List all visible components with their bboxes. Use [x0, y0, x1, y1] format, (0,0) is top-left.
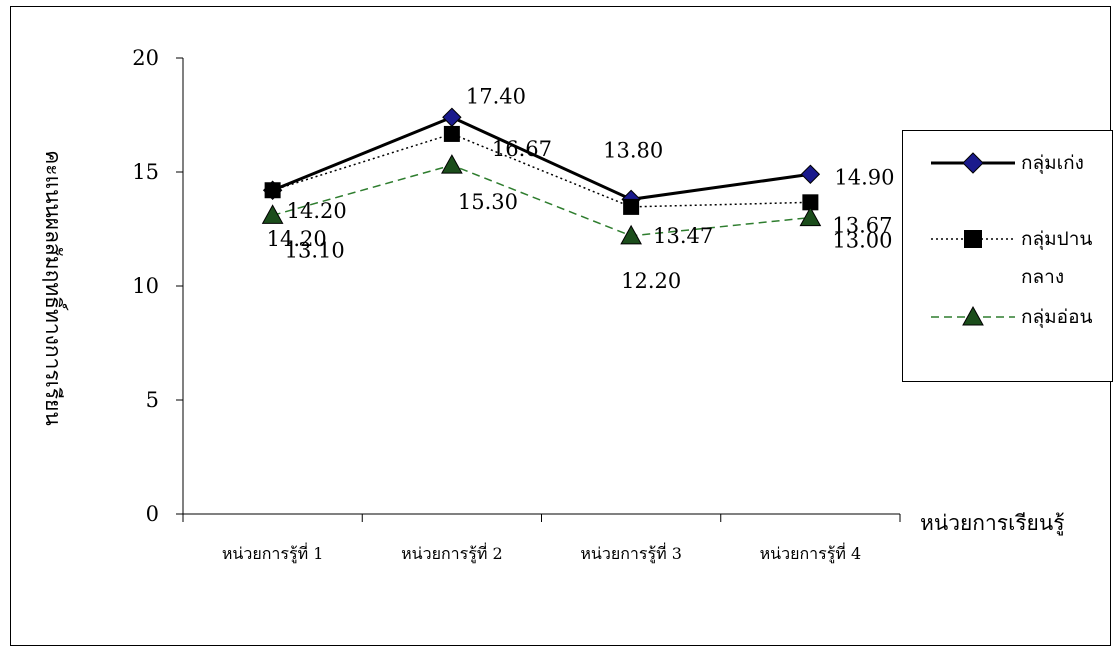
legend-sample-weak [931, 305, 1015, 326]
marker-strong-4 [800, 164, 821, 184]
series-line-medium [272, 133, 811, 208]
marker-medium-4 [802, 194, 819, 211]
data-label-medium-2: 16.67 [492, 137, 552, 161]
legend-sample-strong [931, 152, 1015, 174]
legend-entry-strong: กลุ่มเก่ง [903, 145, 1113, 185]
data-label-medium-3: 13.47 [653, 224, 713, 248]
y-tick-label: 0 [146, 502, 159, 526]
data-label-strong-1: 14.20 [267, 227, 327, 251]
x-axis-title: หน่วยการเรียนรู้ [920, 511, 1064, 536]
data-label-weak-3: 12.20 [621, 269, 681, 293]
y-axis-title: คะแนนผลสัมฤทธิ์ทางการเรียน [41, 150, 69, 426]
series-lines [272, 115, 811, 237]
x-tick-label: หน่วยการรู้ที่ 4 [760, 542, 862, 564]
axes: 0 5 10 15 20 หน่วยการรู้ที่ 1 หน่วยการรู้ที่ 2… [132, 46, 901, 564]
legend-entry-medium: กลุ่มปาน กลาง [903, 221, 1113, 288]
y-tick-label: 10 [132, 274, 159, 298]
legend-entry-weak: กลุ่มอ่อน [903, 299, 1113, 339]
markers [261, 107, 822, 245]
y-tick-label: 15 [132, 160, 159, 184]
marker-weak-4 [799, 206, 822, 227]
y-tick-label: 20 [132, 46, 159, 70]
data-label-weak-2: 15.30 [458, 190, 518, 214]
marker-strong-2 [442, 107, 462, 127]
data-label-medium-1: 14.20 [287, 199, 347, 223]
legend-label-weak: กลุ่มอ่อน [1021, 306, 1093, 328]
data-label-weak-1: 13.10 [285, 238, 345, 262]
legend-label-medium-line2: กลาง [1021, 266, 1065, 288]
marker-medium-2 [443, 125, 460, 142]
legend-label-medium-line1: กลุ่มปาน [1021, 228, 1093, 250]
y-tick-label: 5 [146, 388, 159, 412]
series-line-weak [272, 164, 811, 237]
data-label-strong-2: 17.40 [466, 84, 526, 108]
marker-medium-3 [623, 198, 640, 215]
data-labels: 14.20 17.40 13.80 14.90 14.20 16.67 13.47 13.67… [267, 84, 895, 293]
marker-medium-1 [264, 182, 281, 199]
marker-weak-3 [620, 224, 642, 245]
data-label-strong-4: 14.90 [834, 165, 894, 189]
series-line-strong [272, 115, 811, 201]
marker-weak-1 [261, 204, 284, 224]
x-tick-label: หน่วยการรู้ที่ 1 [222, 542, 324, 564]
x-tick-label: หน่วยการรู้ที่ 3 [580, 542, 682, 564]
marker-weak-2 [441, 154, 463, 174]
legend-label-strong: กลุ่มเก่ง [1021, 152, 1084, 174]
legend: กลุ่มเก่ง กลุ่มปาน กลาง กลุ่มอ่อน [902, 130, 1113, 382]
legend-sample-medium [931, 230, 1015, 248]
data-label-strong-3: 13.80 [603, 138, 663, 162]
data-label-weak-4: 13.00 [832, 229, 892, 253]
line-chart: 0 5 10 15 20 หน่วยการรู้ที่ 1 หน่วยการรู้ที่ 2… [41, 46, 1064, 564]
x-tick-label: หน่วยการรู้ที่ 2 [401, 542, 503, 564]
data-label-medium-4: 13.67 [832, 213, 892, 237]
